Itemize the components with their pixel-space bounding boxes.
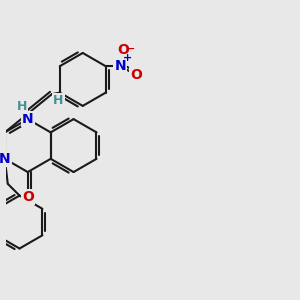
Text: H: H <box>17 100 27 113</box>
Text: N: N <box>22 112 34 126</box>
Text: H: H <box>53 94 64 107</box>
Text: O: O <box>117 43 129 57</box>
Text: N: N <box>115 59 126 73</box>
Text: N: N <box>0 152 11 166</box>
Text: +: + <box>123 53 132 63</box>
Text: −: − <box>125 44 135 54</box>
Text: O: O <box>130 68 142 82</box>
Text: O: O <box>22 190 34 204</box>
